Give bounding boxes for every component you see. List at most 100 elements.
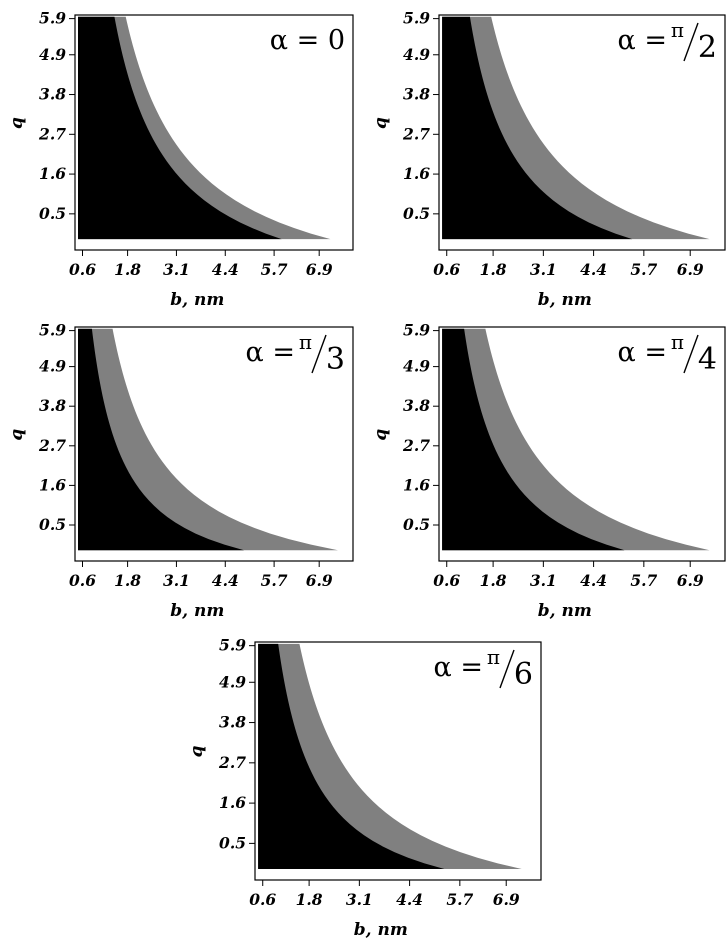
y-tick-label: 2.7 — [38, 436, 66, 455]
alpha-title: 6πα = — [434, 645, 533, 692]
alpha-lhs: α = — [618, 25, 667, 56]
y-tick-label: 4.9 — [39, 45, 66, 64]
alpha-numerator: π — [671, 18, 684, 42]
x-axis-label: b, nm — [170, 290, 224, 310]
panel-alpha-pi-2: 0.6 1.8 3.1 4.4 5.7 6.9 5.9 4.9 3.8 2.7 1.6 0.5 b, n… — [364, 0, 726, 312]
x-tick-label: 6.9 — [306, 571, 333, 590]
panel-alpha-pi-4: 0.6 1.8 3.1 4.4 5.7 6.9 5.9 4.9 3.8 2.7 1.6 0.5 b, n… — [364, 315, 726, 623]
x-tick-label: 5.7 — [446, 890, 473, 909]
x-axis-label: b, nm — [354, 920, 408, 940]
x-tick-label: 3.1 — [163, 571, 190, 590]
y-tick-label: 5.9 — [39, 9, 66, 28]
x-tick-label: 0.6 — [249, 890, 276, 909]
x-tick-label: 3.1 — [530, 571, 557, 590]
y-tick-label: 3.8 — [219, 713, 246, 732]
y-tick-label: 3.8 — [39, 85, 66, 104]
x-axis-label: b, nm — [170, 601, 224, 621]
alpha-title: 2πα = — [618, 18, 717, 65]
y-tick-label: 4.9 — [219, 672, 246, 691]
x-tick-label: 0.6 — [433, 260, 460, 279]
x-tick-label: 1.8 — [296, 890, 323, 909]
alpha-denominator: 2 — [698, 30, 717, 65]
alpha-title: 4πα = — [618, 330, 717, 377]
y-axis-label: q — [371, 117, 391, 129]
region-black — [258, 643, 445, 870]
plot-frame — [74, 14, 354, 251]
alpha-numerator: π — [299, 330, 312, 354]
y-tick-label: 1.6 — [39, 475, 66, 494]
alpha-lhs: α = — [618, 337, 667, 368]
y-tick-label: 2.7 — [402, 124, 430, 143]
y-tick-label: 3.8 — [403, 396, 430, 415]
x-tick-label: 3.1 — [346, 890, 373, 909]
x-tick-label: 4.4 — [212, 260, 239, 279]
x-tick-label: 6.9 — [306, 260, 333, 279]
alpha-lhs: α = — [434, 652, 483, 683]
x-tick-label: 5.7 — [630, 571, 657, 590]
x-tick-label: 6.9 — [677, 571, 704, 590]
region-black — [442, 16, 633, 240]
y-tick-label: 5.9 — [403, 321, 430, 340]
y-tick-label: 5.9 — [219, 636, 246, 655]
x-tick-label: 4.4 — [580, 571, 607, 590]
x-axis-label: b, nm — [538, 290, 592, 310]
x-tick-label: 1.8 — [480, 260, 507, 279]
panel-alpha-0: 0.6 1.8 3.1 4.4 5.7 6.9 5.9 4.9 3.8 2.7 1.6 0.5 b, n… — [0, 0, 361, 312]
alpha-slash — [683, 22, 699, 62]
alpha-numerator: π — [671, 330, 684, 354]
y-tick-label: 0.5 — [219, 833, 246, 852]
x-tick-label: 5.7 — [630, 260, 657, 279]
y-tick-label: 4.9 — [403, 357, 430, 376]
alpha-slash — [499, 649, 515, 689]
x-axis-label: b, nm — [538, 601, 592, 621]
alpha-title: 3πα = — [246, 330, 345, 377]
x-tick-label: 0.6 — [69, 260, 96, 279]
y-axis-label: q — [371, 429, 391, 441]
region-black — [78, 16, 282, 240]
x-tick-label: 4.4 — [396, 890, 423, 909]
x-tick-label: 4.4 — [212, 571, 239, 590]
y-tick-label: 3.8 — [39, 396, 66, 415]
x-tick-label: 6.9 — [493, 890, 520, 909]
y-tick-label: 2.7 — [38, 124, 66, 143]
plot-frame — [438, 14, 726, 251]
y-tick-label: 0.5 — [39, 515, 66, 534]
alpha-slash — [683, 334, 699, 374]
alpha-numerator: π — [487, 645, 500, 669]
y-tick-label: 1.6 — [403, 164, 430, 183]
y-tick-label: 5.9 — [403, 9, 430, 28]
y-tick-label: 1.6 — [219, 793, 246, 812]
y-tick-label: 1.6 — [403, 475, 430, 494]
chart-svg: 0.6 1.8 3.1 4.4 5.7 6.9 5.9 4.9 3.8 2.7 1.6 0.5 b, n… — [187, 636, 542, 940]
chart-svg: 0.6 1.8 3.1 4.4 5.7 6.9 5.9 4.9 3.8 2.7 1.6 0.5 b, n… — [371, 321, 726, 621]
alpha-title: α = 0 — [270, 25, 345, 56]
region-black — [78, 328, 245, 551]
x-tick-label: 1.8 — [114, 260, 141, 279]
region-black — [442, 328, 625, 551]
y-tick-label: 5.9 — [39, 321, 66, 340]
alpha-slash — [311, 334, 327, 374]
alpha-denominator: 4 — [698, 342, 717, 377]
x-tick-label: 3.1 — [163, 260, 190, 279]
y-axis-label: q — [7, 117, 27, 129]
chart-svg: 0.6 1.8 3.1 4.4 5.7 6.9 5.9 4.9 3.8 2.7 1.6 0.5 b, n… — [371, 9, 726, 310]
y-tick-label: 1.6 — [39, 164, 66, 183]
alpha-lhs: α = — [246, 337, 295, 368]
x-tick-label: 6.9 — [677, 260, 704, 279]
plot-frame — [74, 326, 354, 562]
x-tick-label: 3.1 — [530, 260, 557, 279]
chart-svg: 0.6 1.8 3.1 4.4 5.7 6.9 5.9 4.9 3.8 2.7 1.6 0.5 b, n… — [7, 9, 354, 310]
x-tick-label: 0.6 — [433, 571, 460, 590]
y-tick-label: 4.9 — [403, 45, 430, 64]
x-tick-label: 1.8 — [114, 571, 141, 590]
y-tick-label: 2.7 — [402, 436, 430, 455]
y-tick-label: 0.5 — [403, 204, 430, 223]
plot-frame — [438, 326, 726, 562]
alpha-denominator: 3 — [326, 342, 345, 377]
panel-alpha-pi-3: 0.6 1.8 3.1 4.4 5.7 6.9 5.9 4.9 3.8 2.7 1.6 0.5 b, n… — [0, 315, 361, 623]
x-tick-label: 1.8 — [480, 571, 507, 590]
x-tick-label: 5.7 — [261, 260, 288, 279]
y-axis-label: q — [7, 429, 27, 441]
x-tick-label: 4.4 — [580, 260, 607, 279]
chart-svg: 0.6 1.8 3.1 4.4 5.7 6.9 5.9 4.9 3.8 2.7 1.6 0.5 b, n… — [7, 321, 354, 621]
